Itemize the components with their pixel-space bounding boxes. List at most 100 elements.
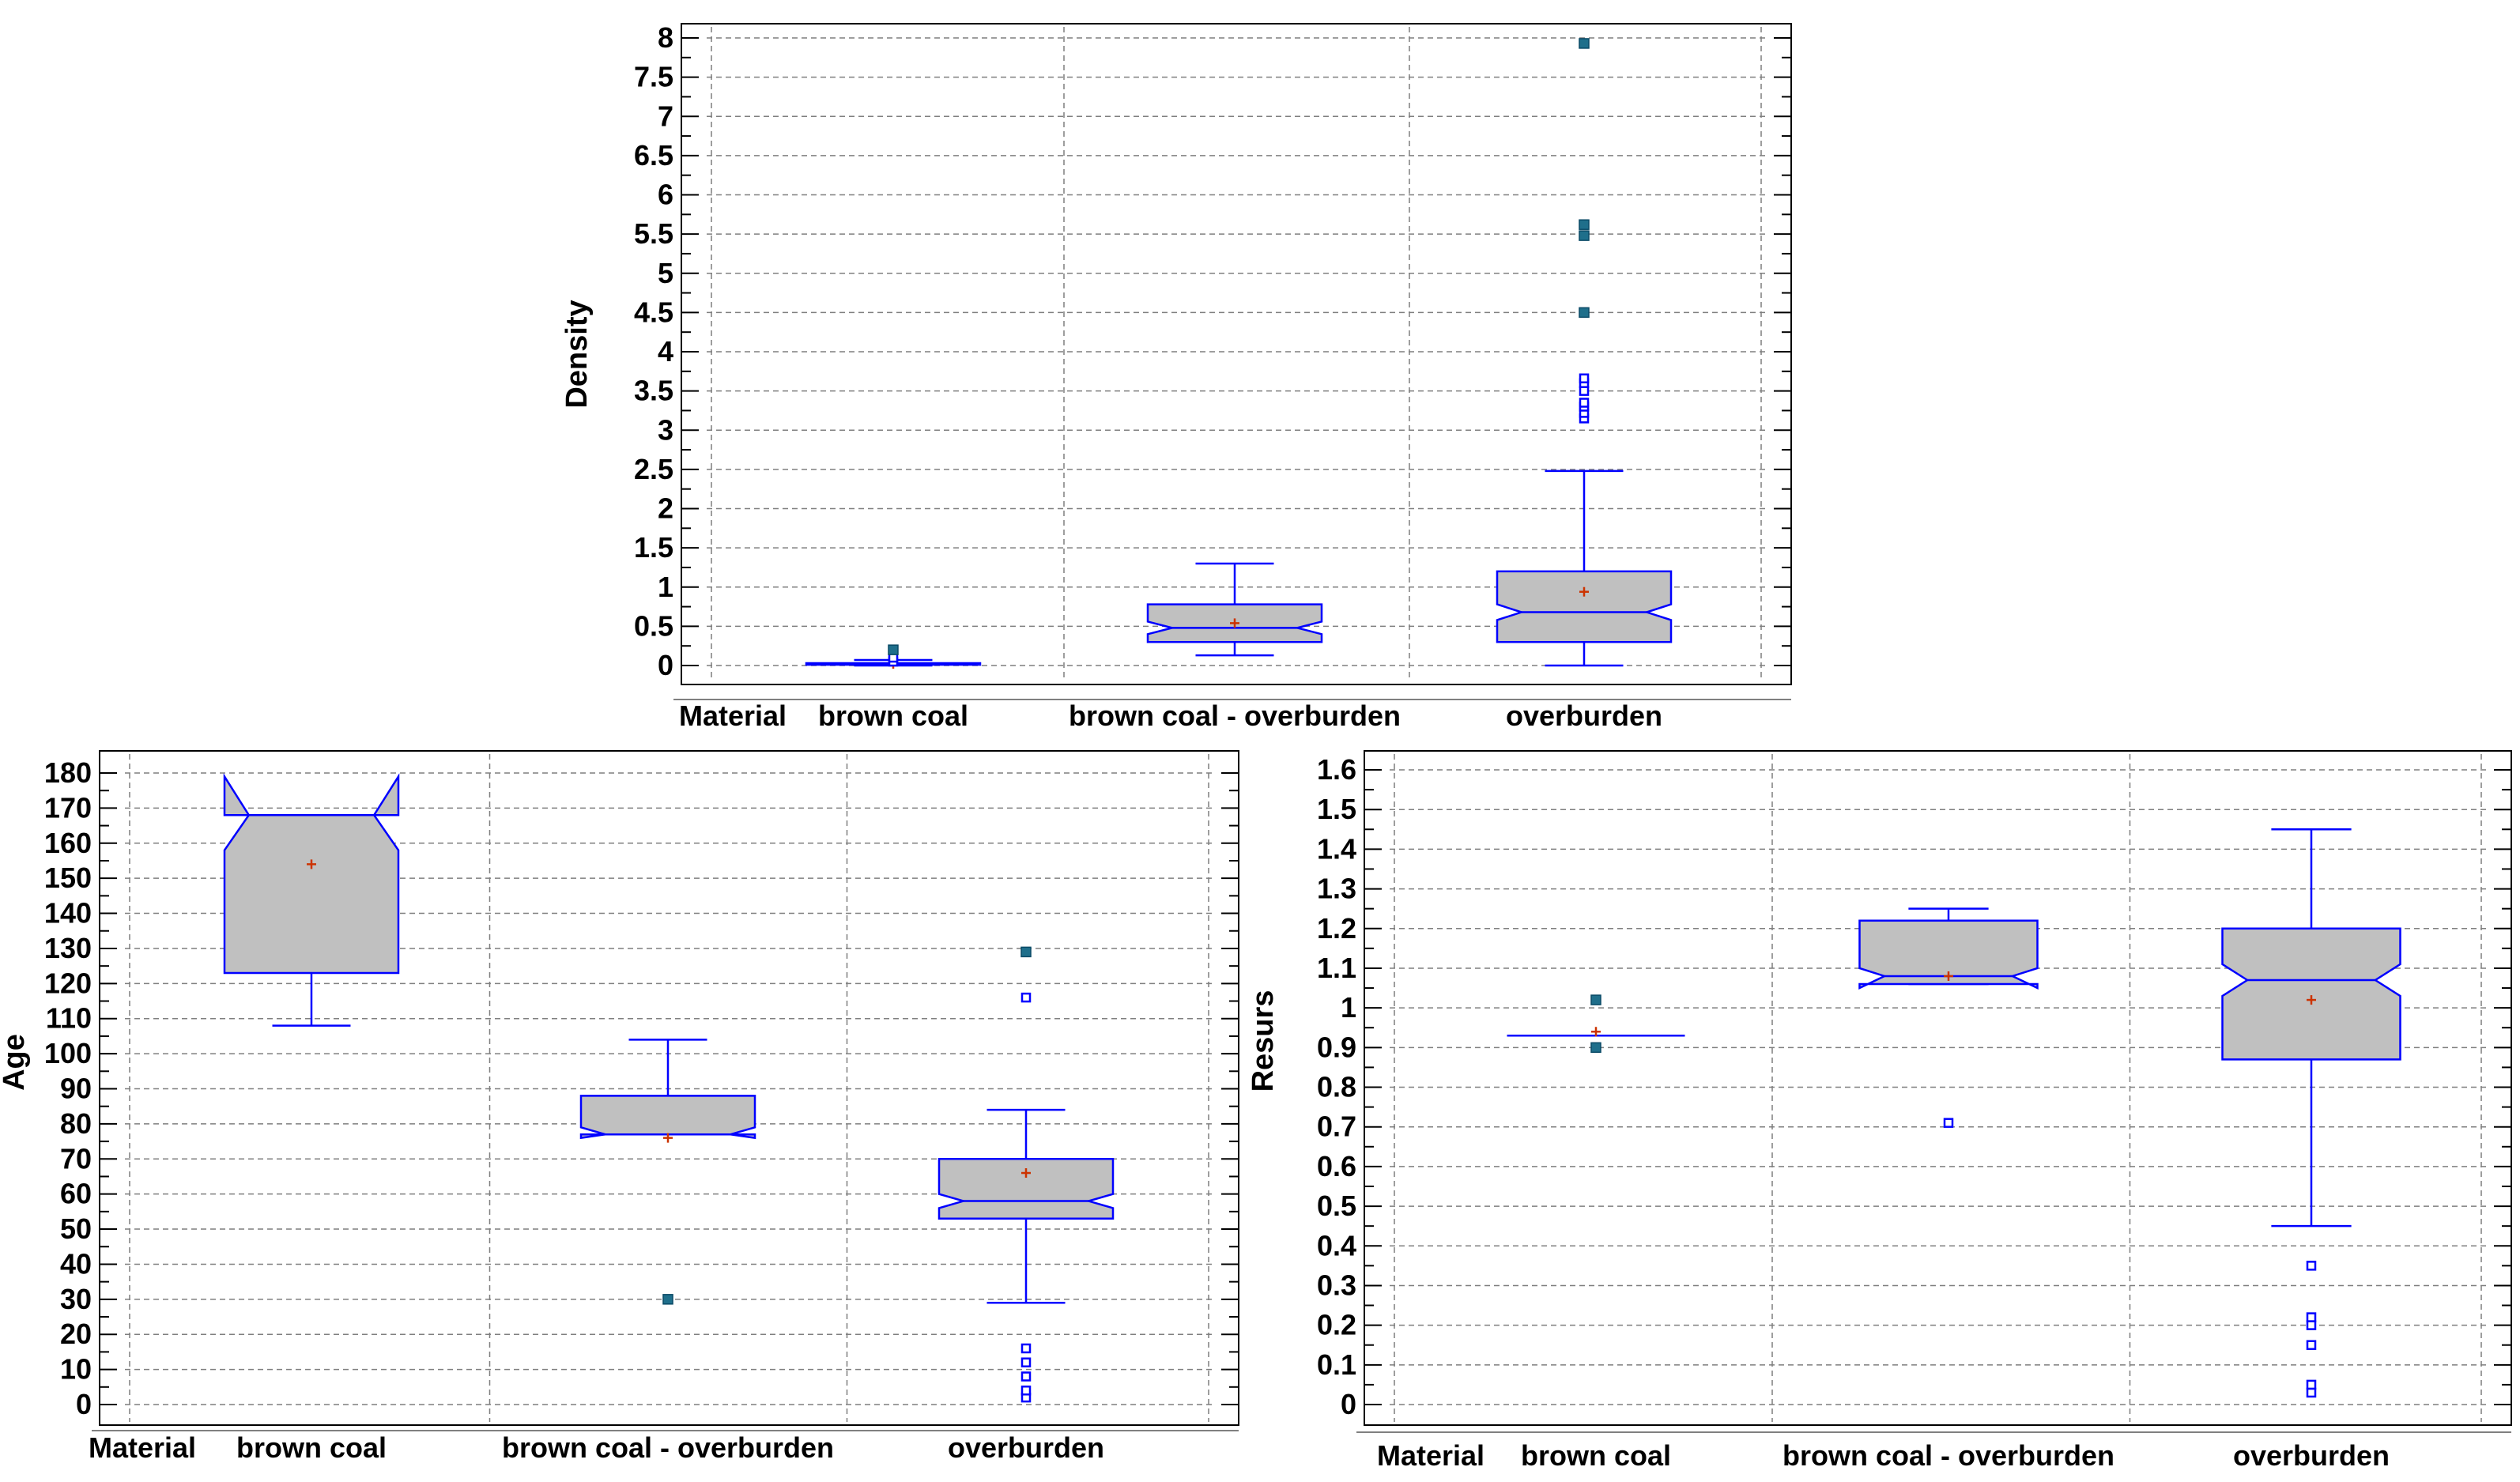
- density-ytick-label: 3.5: [634, 375, 673, 407]
- resurs-ytick-label: 0.6: [1317, 1150, 1356, 1182]
- resurs-outlier-point: [2306, 1261, 2317, 1271]
- density-box-body: [1496, 570, 1673, 643]
- age-box-3: [937, 946, 1115, 1403]
- age-outlier-point: [1020, 992, 1032, 1003]
- age-box-body: [937, 1158, 1115, 1220]
- resurs-outlier-point: [2306, 1387, 2317, 1398]
- density-ytick-label: 2: [658, 492, 673, 525]
- density-ytick-label: 5: [658, 257, 673, 289]
- density-ytick-label: 3: [658, 413, 673, 446]
- age-ytick-label: 70: [60, 1142, 92, 1175]
- age-ytick-label: 170: [44, 791, 92, 824]
- resurs-ytick-label: 0.8: [1317, 1071, 1356, 1103]
- age-ytick-label: 160: [44, 827, 92, 859]
- density-ytick-label: 7: [658, 100, 673, 132]
- density-category-label: overburden: [1506, 700, 1662, 732]
- age-ytick-label: 0: [76, 1388, 92, 1420]
- resurs-category-label: brown coal - overburden: [1782, 1439, 2114, 1472]
- density-ytick-label: 0: [658, 649, 673, 681]
- age-y-axis-title: Age: [0, 1034, 31, 1091]
- density-ytick-label: 1: [658, 571, 673, 603]
- age-ytick-label: 90: [60, 1073, 92, 1105]
- resurs-ytick-label: 0.4: [1317, 1229, 1356, 1261]
- resurs-ytick-label: 0.7: [1317, 1111, 1356, 1143]
- age-outlier-point: [1020, 1371, 1032, 1382]
- resurs-box-body: [1858, 919, 2039, 990]
- resurs-ytick-label: 1: [1341, 991, 1356, 1024]
- resurs-ytick-label: 0.3: [1317, 1269, 1356, 1301]
- density-chart: 0 0.5 1 1.5 2 2.5 3 3.5 4 4.5 5 5.5 6 6.5 7 7.5 8 Density…: [560, 21, 1792, 732]
- resurs-ytick-label: 1.4: [1317, 832, 1356, 865]
- density-outlier-point: [1579, 386, 1590, 396]
- resurs-far-outlier-point: [1590, 1042, 1601, 1054]
- age-ytick-label: 100: [44, 1037, 92, 1069]
- resurs-outlier-point: [2306, 1379, 2317, 1390]
- density-ytick-label: 6: [658, 179, 673, 211]
- resurs-category-label: overburden: [2233, 1439, 2390, 1472]
- age-ytick-label: 30: [60, 1283, 92, 1315]
- density-category-label: brown coal: [818, 700, 968, 732]
- density-box-1: [805, 644, 982, 669]
- density-far-outlier-point: [1579, 38, 1590, 49]
- resurs-ytick-label: 0.2: [1317, 1309, 1356, 1341]
- density-ytick-label: 0.5: [634, 609, 673, 642]
- density-ytick-label: 7.5: [634, 61, 673, 93]
- resurs-box-body: [2221, 927, 2401, 1061]
- resurs-ytick-label: 1.2: [1317, 912, 1356, 945]
- resurs-ytick-label: 1.3: [1317, 873, 1356, 905]
- resurs-outlier-point: [2306, 1312, 2317, 1322]
- age-ytick-label: 180: [44, 756, 92, 789]
- age-category-label: overburden: [948, 1431, 1104, 1464]
- age-category-label: brown coal: [236, 1431, 387, 1464]
- age-ytick-label: 150: [44, 862, 92, 894]
- age-ytick-label: 140: [44, 897, 92, 930]
- density-box-2: [1146, 562, 1323, 657]
- resurs-ytick-label: 1.6: [1317, 753, 1356, 786]
- resurs-ytick-label: 0: [1341, 1388, 1356, 1420]
- age-x-axis-prefix: Material: [89, 1431, 196, 1464]
- density-outlier-point: [1579, 373, 1590, 383]
- resurs-y-axis-title: Resurs: [1247, 990, 1280, 1092]
- density-ytick-label: 8: [658, 21, 673, 54]
- age-ytick-label: 130: [44, 932, 92, 964]
- density-far-outlier-point: [1579, 219, 1590, 230]
- resurs-category-label: brown coal: [1521, 1439, 1671, 1472]
- resurs-ytick-label: 1.5: [1317, 793, 1356, 825]
- age-far-outlier-point: [1020, 946, 1032, 958]
- resurs-chart: 0 0.1 0.2 0.3 0.4 0.5 0.6 0.7 0.8 0.9 1 1.1 1.2 1.3 1.…: [1247, 750, 2512, 1472]
- resurs-box-1: [1507, 994, 1685, 1054]
- density-ytick-label: 4.5: [634, 296, 673, 328]
- age-ytick-label: 20: [60, 1318, 92, 1350]
- resurs-outlier-point: [1943, 1118, 1954, 1128]
- resurs-plot-frame: [1364, 750, 2512, 1426]
- density-ytick-label: 2.5: [634, 453, 673, 485]
- age-box-1: [223, 773, 400, 1027]
- age-ytick-label: 40: [60, 1247, 92, 1280]
- age-outlier-point: [1020, 1385, 1032, 1396]
- density-ytick-label: 4: [658, 335, 673, 368]
- age-ytick-label: 50: [60, 1212, 92, 1245]
- age-box-body: [579, 1095, 756, 1140]
- resurs-far-outlier-point: [1590, 994, 1601, 1005]
- age-ytick-label: 60: [60, 1178, 92, 1210]
- resurs-ytick-label: 0.1: [1317, 1348, 1356, 1381]
- density-far-outlier-point: [1579, 307, 1590, 319]
- age-outlier-point: [1020, 1357, 1032, 1367]
- age-ytick-label: 10: [60, 1353, 92, 1386]
- resurs-ytick-label: 1.1: [1317, 952, 1356, 984]
- density-outlier-point: [1579, 398, 1590, 408]
- density-y-axis-title: Density: [560, 300, 594, 408]
- resurs-ytick-label: 0.5: [1317, 1190, 1356, 1222]
- density-ytick-label: 5.5: [634, 217, 673, 250]
- density-x-axis-prefix: Material: [679, 700, 787, 732]
- resurs-x-axis-prefix: Material: [1377, 1439, 1484, 1472]
- resurs-box-3: [2221, 828, 2401, 1398]
- resurs-box-2: [1858, 907, 2039, 1128]
- age-outlier-point: [1020, 1343, 1032, 1354]
- density-far-outlier-point: [888, 644, 899, 655]
- age-box-body: [223, 773, 400, 975]
- density-far-outlier-point: [1579, 230, 1590, 241]
- density-ytick-label: 6.5: [634, 139, 673, 172]
